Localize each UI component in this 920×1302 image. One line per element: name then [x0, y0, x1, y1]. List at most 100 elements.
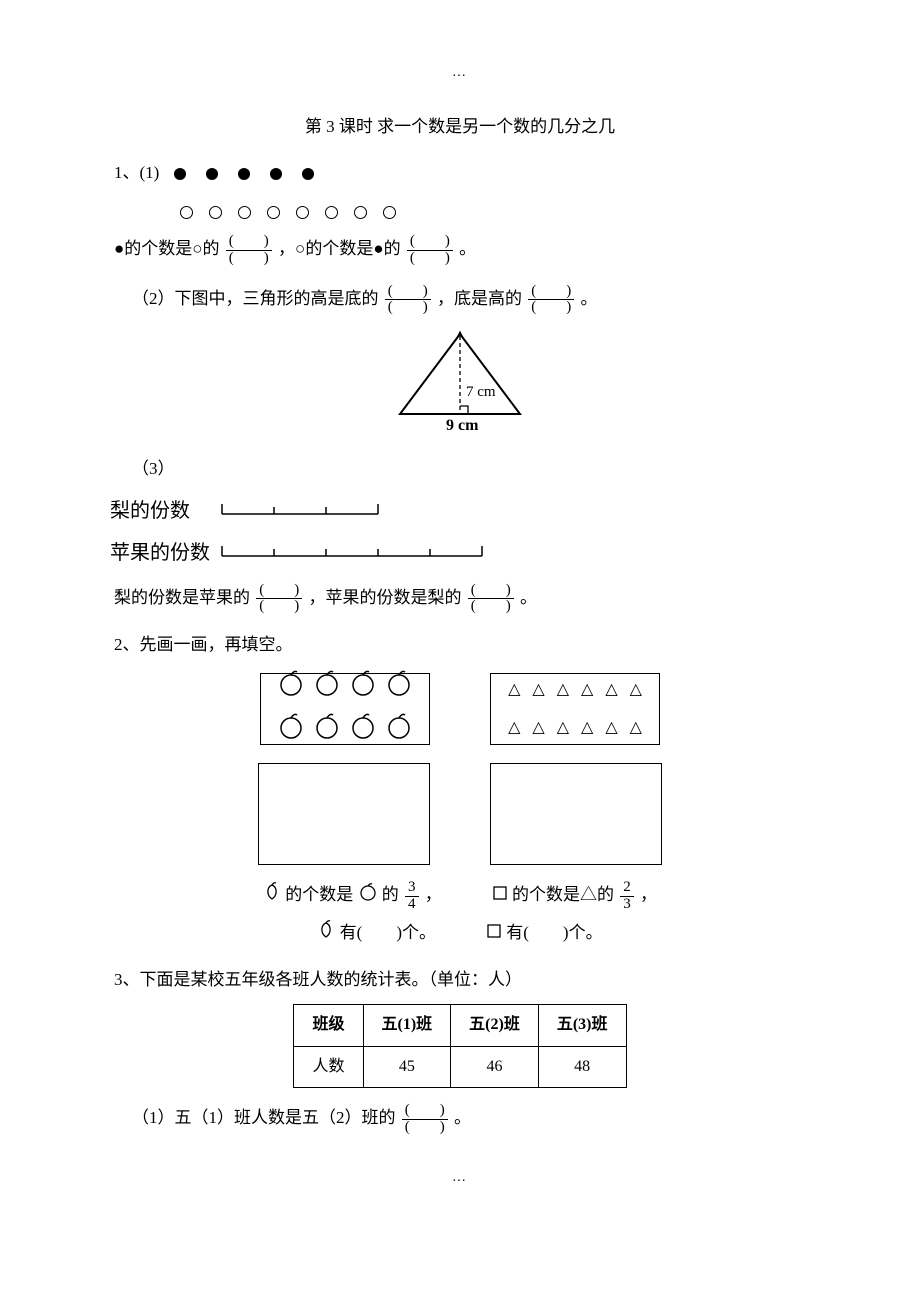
open-circle-icon	[354, 206, 367, 219]
apple-box	[260, 673, 430, 745]
text: （2）下图中，三角形的高是底的	[132, 289, 379, 308]
triangle-icon: △	[557, 713, 569, 743]
th: 班级	[294, 1005, 363, 1046]
th: 五(1)班	[363, 1005, 451, 1046]
q2-top-boxes: △ △ △ △ △ △ △ △ △ △ △ △	[110, 673, 810, 745]
filled-circle-icon	[206, 168, 218, 180]
triangle-icon: △	[557, 675, 569, 705]
apple-label: 苹果的份数	[110, 534, 220, 572]
square-icon	[492, 880, 508, 912]
triangle-icon: △	[605, 675, 617, 705]
pear-bar-row: 梨的份数	[110, 492, 810, 530]
q2-line-2: 有( )个。 有( )个。	[110, 917, 810, 950]
filled-circle-icon	[238, 168, 250, 180]
text: ，苹果的份数是梨的	[309, 588, 462, 607]
q2-empty-boxes	[110, 763, 810, 865]
open-circle-icon	[383, 206, 396, 219]
text: 。	[520, 588, 537, 607]
td: 46	[451, 1046, 539, 1087]
table-row: 班级 五(1)班 五(2)班 五(3)班	[294, 1005, 626, 1046]
triangle-figure: 7 cm 9 cm	[110, 326, 810, 447]
class-table: 班级 五(1)班 五(2)班 五(3)班 人数 45 46 48	[293, 1004, 626, 1088]
triangle-icon: △	[508, 675, 520, 705]
q1-1-text: ●的个数是○的 ( )( ) ，○的个数是●的 ( )( ) 。	[110, 233, 810, 266]
apple-icon	[348, 711, 378, 750]
apple-bar-row: 苹果的份数	[110, 534, 810, 572]
text: ，底是高的	[437, 289, 522, 308]
triangle-icon: △	[532, 713, 544, 743]
text: ，	[640, 885, 657, 904]
th: 五(3)班	[538, 1005, 626, 1046]
open-circle-icon	[209, 206, 222, 219]
q1-1-open-row	[110, 195, 810, 227]
q3-sub1: （1）五（1）班人数是五（2）班的 ( )( ) 。	[110, 1102, 810, 1135]
th: 五(2)班	[451, 1005, 539, 1046]
triangle-icon: △	[605, 713, 617, 743]
apple-icon	[384, 668, 414, 707]
text: 的个数是△的	[512, 885, 614, 904]
q1-3-text: 梨的份数是苹果的 ( )( ) ，苹果的份数是梨的 ( )( ) 。	[110, 582, 810, 615]
q2-line-1: 的个数是 的 34 ， 的个数是△的 23 ，	[110, 879, 810, 912]
text: ●的个数是○的	[114, 239, 220, 258]
apple-icon	[312, 668, 342, 707]
text[interactable]: 有( )个。	[506, 923, 602, 942]
blank-fraction[interactable]: ( )( )	[407, 234, 453, 267]
q1-label: 1、(1)	[114, 163, 159, 182]
text: 的	[382, 885, 399, 904]
filled-circle-icon	[302, 168, 314, 180]
triangle-icon: △	[630, 713, 642, 743]
td: 48	[538, 1046, 626, 1087]
blank-fraction[interactable]: ( )( )	[226, 234, 272, 267]
tri-base-label: 9 cm	[446, 417, 479, 434]
text: 。	[454, 1108, 471, 1127]
text: ，	[425, 885, 442, 904]
open-circle-icon	[267, 206, 280, 219]
open-circle-icon	[325, 206, 338, 219]
filled-circle-icon	[270, 168, 282, 180]
apple-icon	[384, 711, 414, 750]
text: 。	[459, 239, 476, 258]
td: 人数	[294, 1046, 363, 1087]
table-row: 人数 45 46 48	[294, 1046, 626, 1087]
q1-1-dots: 1、(1)	[110, 157, 810, 189]
empty-box-right[interactable]	[490, 763, 662, 865]
apple-icon	[358, 880, 378, 912]
apple-icon	[276, 711, 306, 750]
triangle-icon: △	[508, 713, 520, 743]
tri-height-label: 7 cm	[466, 384, 496, 400]
blank-fraction[interactable]: ( )( )	[528, 284, 574, 317]
apple-icon	[276, 668, 306, 707]
q1-2-text: （2）下图中，三角形的高是底的 ( )( ) ，底是高的 ( )( ) 。	[110, 283, 810, 316]
open-circle-icon	[296, 206, 309, 219]
triangle-box: △ △ △ △ △ △ △ △ △ △ △ △	[490, 673, 660, 745]
fraction-3-4: 34	[405, 880, 419, 913]
q1-3-label: （3）	[110, 453, 810, 485]
triangle-icon: △	[532, 675, 544, 705]
open-circle-icon	[180, 206, 193, 219]
header-dots: …	[110, 60, 810, 87]
footer-dots: …	[110, 1165, 810, 1192]
lesson-title: 第 3 课时 求一个数是另一个数的几分之几	[110, 111, 810, 143]
empty-box-left[interactable]	[258, 763, 430, 865]
triangle-icon: △	[630, 675, 642, 705]
blank-fraction[interactable]: ( )( )	[468, 583, 514, 616]
blank-fraction[interactable]: ( )( )	[256, 583, 302, 616]
text[interactable]: 有( )个。	[340, 923, 436, 942]
q2-label: 2、先画一画，再填空。	[110, 629, 810, 661]
apple-icon	[312, 711, 342, 750]
triangle-icon: △	[581, 675, 593, 705]
blank-fraction[interactable]: ( )( )	[402, 1103, 448, 1136]
triangle-icon: △	[581, 713, 593, 743]
square-icon	[486, 918, 502, 950]
apple-icon	[348, 668, 378, 707]
q3-label: 3、下面是某校五年级各班人数的统计表。（单位：人）	[110, 964, 810, 996]
peach-icon	[263, 880, 281, 912]
blank-fraction[interactable]: ( )( )	[385, 284, 431, 317]
filled-circle-icon	[174, 168, 186, 180]
text: 的个数是	[285, 885, 353, 904]
text: 。	[581, 289, 598, 308]
text: 梨的份数是苹果的	[114, 588, 250, 607]
pear-label: 梨的份数	[110, 492, 220, 530]
open-circle-icon	[238, 206, 251, 219]
fraction-2-3: 23	[620, 880, 634, 913]
